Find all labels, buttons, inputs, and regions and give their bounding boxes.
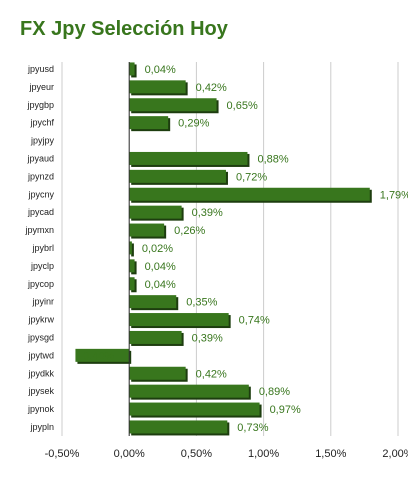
category-label: jpynok <box>27 404 55 414</box>
bar <box>129 277 135 291</box>
bar <box>129 295 177 309</box>
data-label: 0,88% <box>257 153 288 165</box>
bar <box>129 259 135 273</box>
bar <box>129 241 132 255</box>
bar <box>129 420 228 434</box>
x-tick-label: 1,00% <box>248 448 279 460</box>
category-label: jpycad <box>27 207 54 217</box>
category-label: jpyinr <box>31 297 54 307</box>
x-tick-label: 0,50% <box>181 448 212 460</box>
bars <box>75 62 372 436</box>
x-tick-label: -0,50% <box>45 448 80 460</box>
category-label: jpychf <box>29 118 54 128</box>
data-label: 0,26% <box>174 225 205 237</box>
bar <box>129 223 165 237</box>
data-label: -0,40% <box>79 350 114 362</box>
category-label: jpysgd <box>27 332 54 342</box>
data-label: 0,04% <box>145 279 176 291</box>
bar <box>129 98 217 112</box>
category-label: jpysek <box>27 386 54 396</box>
category-label: jpyjpy <box>30 136 55 146</box>
category-labels: jpyusd jpyeur jpygbp jpychf jpyjpy jpyaud jpyn… <box>24 64 54 432</box>
category-label: jpyaud <box>26 153 54 163</box>
x-tick-label: 2,00% <box>382 448 408 460</box>
data-label: 0,97% <box>270 404 301 416</box>
bar <box>129 62 135 76</box>
category-label: jpymxn <box>24 225 54 235</box>
data-label: 0,02% <box>142 243 173 255</box>
category-label: jpykrw <box>27 315 54 325</box>
bar <box>129 169 226 183</box>
category-label: jpyeur <box>28 82 54 92</box>
category-label: jpybrl <box>31 243 54 253</box>
bar <box>129 384 249 398</box>
bar <box>129 116 169 130</box>
data-label: 0,89% <box>259 386 290 398</box>
bar <box>129 205 182 219</box>
category-label: jpygbp <box>26 100 54 110</box>
bar <box>129 366 186 380</box>
data-label: 0,72% <box>236 171 267 183</box>
data-label: 1,79% <box>380 189 408 201</box>
category-label: jpypln <box>29 422 54 432</box>
bar <box>129 402 260 416</box>
bar <box>129 330 182 344</box>
category-label: jpydkk <box>27 368 54 378</box>
data-label: 0,39% <box>192 207 223 219</box>
data-label: 0,29% <box>178 118 209 130</box>
data-label: 0,42% <box>196 82 227 94</box>
bar <box>129 187 370 201</box>
category-label: jpynzd <box>27 171 54 181</box>
x-tick-label: 1,50% <box>315 448 346 460</box>
data-labels: 0,04%0,42%0,65%0,29%0,88%0,72%1,79%0,39%… <box>79 64 408 434</box>
data-label: 0,04% <box>145 64 176 76</box>
category-label: jpycop <box>27 279 54 289</box>
data-label: 0,74% <box>239 315 270 327</box>
category-label: jpyclp <box>30 261 54 271</box>
grid-lines <box>61 62 399 436</box>
bar <box>129 80 186 94</box>
x-tick-label: 0,00% <box>114 448 145 460</box>
category-label: jpytwd <box>27 350 54 360</box>
bar <box>129 313 229 327</box>
bar-shadow <box>131 243 134 257</box>
category-label: jpycny <box>27 189 54 199</box>
data-label: 0,73% <box>237 422 268 434</box>
data-label: 0,35% <box>186 297 217 309</box>
category-label: jpyusd <box>27 64 54 74</box>
data-label: 0,65% <box>227 100 258 112</box>
x-tick-labels: -0,50% 0,00% 0,50% 1,00% 1,50% 2,00% <box>45 448 408 460</box>
data-label: 0,42% <box>196 368 227 380</box>
data-label: 0,39% <box>192 332 223 344</box>
bar <box>75 348 130 362</box>
chart-title: FX Jpy Selección Hoy <box>20 18 228 40</box>
data-label: 0,04% <box>145 261 176 273</box>
bar <box>129 151 248 165</box>
